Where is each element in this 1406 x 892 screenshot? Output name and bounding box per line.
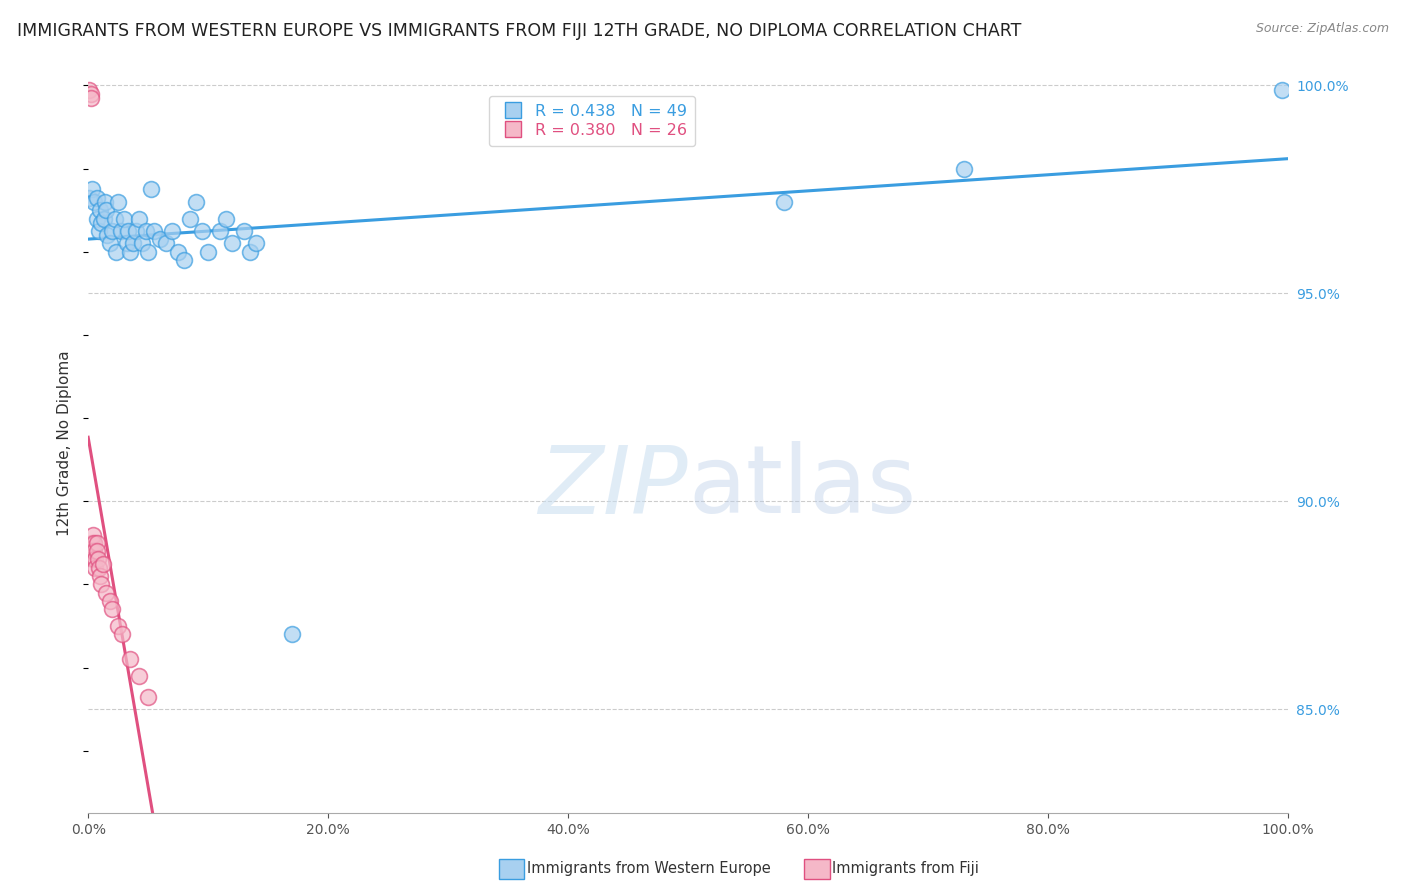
Point xyxy=(135,224,157,238)
Point xyxy=(167,244,190,259)
Y-axis label: 12th Grade, No Diploma: 12th Grade, No Diploma xyxy=(58,351,72,536)
Point xyxy=(93,211,115,226)
Point xyxy=(184,194,207,209)
Point xyxy=(128,211,150,226)
Point xyxy=(98,236,121,251)
Point xyxy=(245,236,267,251)
Text: ZIP: ZIP xyxy=(538,442,688,533)
Point xyxy=(101,602,124,616)
Point xyxy=(80,182,103,196)
Point xyxy=(233,224,256,238)
Text: IMMIGRANTS FROM WESTERN EUROPE VS IMMIGRANTS FROM FIJI 12TH GRADE, NO DIPLOMA CO: IMMIGRANTS FROM WESTERN EUROPE VS IMMIGR… xyxy=(17,22,1021,40)
Point xyxy=(209,224,232,238)
Point xyxy=(121,236,143,251)
Text: Source: ZipAtlas.com: Source: ZipAtlas.com xyxy=(1256,22,1389,36)
Point xyxy=(83,536,105,550)
Point xyxy=(90,577,112,591)
Point xyxy=(80,536,103,550)
Text: Immigrants from Fiji: Immigrants from Fiji xyxy=(832,862,979,876)
Point xyxy=(115,236,138,251)
Point xyxy=(89,569,111,583)
Point xyxy=(83,194,105,209)
Text: atlas: atlas xyxy=(688,442,917,533)
Point xyxy=(281,627,304,641)
Point xyxy=(111,627,134,641)
Point xyxy=(83,544,105,558)
Point xyxy=(136,244,159,259)
Point xyxy=(179,211,201,226)
Point xyxy=(117,224,139,238)
Point xyxy=(136,690,159,704)
Point xyxy=(79,82,101,96)
Point xyxy=(87,552,110,566)
Point xyxy=(143,224,166,238)
Point xyxy=(173,253,195,268)
Point xyxy=(79,87,101,101)
Point xyxy=(107,619,129,633)
Point xyxy=(160,224,183,238)
Point xyxy=(86,536,108,550)
Point xyxy=(139,182,162,196)
Point xyxy=(197,244,219,259)
Point xyxy=(96,228,118,243)
Point xyxy=(221,236,243,251)
Point xyxy=(82,527,104,541)
Point xyxy=(125,224,148,238)
Point xyxy=(87,561,110,575)
Point xyxy=(107,194,129,209)
Point xyxy=(953,161,976,176)
Text: Immigrants from Western Europe: Immigrants from Western Europe xyxy=(527,862,770,876)
Point xyxy=(773,194,796,209)
Point xyxy=(112,211,135,226)
Point xyxy=(131,236,153,251)
Point xyxy=(155,236,177,251)
Legend: R = 0.438   N = 49, R = 0.380   N = 26: R = 0.438 N = 49, R = 0.380 N = 26 xyxy=(489,95,695,145)
Point xyxy=(104,244,127,259)
Point xyxy=(79,91,101,105)
Point xyxy=(120,652,142,666)
Point xyxy=(84,561,107,575)
Point xyxy=(149,232,172,246)
Point xyxy=(86,211,108,226)
Point xyxy=(86,191,108,205)
Point xyxy=(86,544,108,558)
Point xyxy=(90,216,112,230)
Point xyxy=(120,244,142,259)
Point xyxy=(94,586,117,600)
Point xyxy=(191,224,214,238)
Point xyxy=(84,552,107,566)
Point xyxy=(98,594,121,608)
Point xyxy=(79,191,101,205)
Point xyxy=(103,211,125,226)
Point xyxy=(94,194,117,209)
Point xyxy=(82,552,104,566)
Point xyxy=(110,224,132,238)
Point xyxy=(91,557,114,571)
Point xyxy=(101,224,124,238)
Point xyxy=(87,224,110,238)
Point xyxy=(239,244,262,259)
Point xyxy=(128,669,150,683)
Point xyxy=(80,544,103,558)
Point xyxy=(215,211,238,226)
Point xyxy=(89,203,111,218)
Point xyxy=(94,203,117,218)
Point xyxy=(1271,82,1294,96)
